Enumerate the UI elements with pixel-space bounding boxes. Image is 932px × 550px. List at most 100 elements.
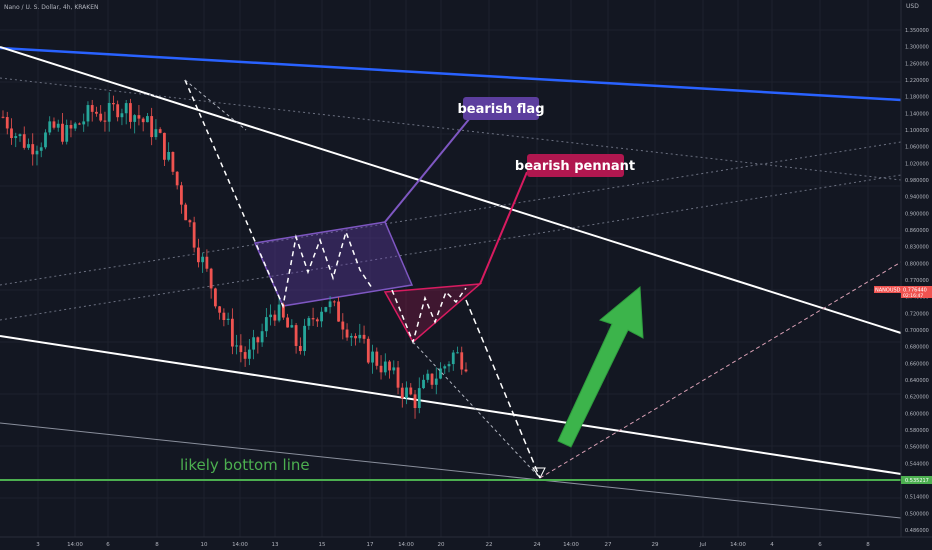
current-symbol-label: NANOUSD [875,288,901,294]
candle-body [252,337,256,350]
projection-drop-path-2 [412,341,541,479]
candle-body [107,102,111,122]
candle-body [48,121,52,133]
candle-body [188,220,192,223]
price-tick-label: 0.560000 [905,445,929,451]
candle-body [307,318,311,326]
price-tick-label: 0.600000 [905,411,929,417]
candle-body [39,147,43,151]
price-tick-label: 1.220000 [905,78,929,84]
candle-body [124,103,128,114]
time-tick-label: 14:00 [232,542,248,548]
candle-body [150,116,154,138]
time-tick-label: 8 [155,542,159,548]
time-tick-label: 14:00 [398,542,414,548]
price-tick-label: 0.580000 [905,428,929,434]
candle-body [167,151,171,160]
candle-body [456,352,459,354]
candle-body [52,121,56,128]
dotted-line-lower [0,174,902,321]
current-price-value: 0.776440 [903,288,927,294]
price-tick-label: 1.060000 [905,145,929,151]
candle-body [14,136,18,139]
price-tick-label: 1.300000 [905,45,929,51]
candle-body [366,338,370,363]
time-tick-label: 14:00 [563,542,579,548]
time-tick-label: 8 [866,542,870,548]
candle-body [137,115,141,119]
candle-body [69,125,73,129]
price-tick-label: 0.860000 [905,228,929,234]
flag-callout-line [384,117,471,223]
pennant-callout-line [479,171,528,285]
candle-body [451,352,455,365]
candlesticks [1,92,468,419]
dotted-line-middle [0,141,902,286]
candle-body [154,129,158,138]
candle-body [171,151,175,172]
candle-body [222,312,226,321]
time-axis[interactable] [0,537,932,550]
candle-body [392,367,396,371]
candle-body [294,325,298,346]
time-tick-label: 6 [818,542,822,548]
lower-grey-line [0,422,902,519]
candle-body [180,185,183,205]
candle-body [400,387,404,399]
time-tick-label: 6 [106,542,110,548]
candle-body [320,311,323,322]
price-tick-label: 0.700000 [905,328,929,334]
candle-body [460,352,464,370]
candle-body [226,318,230,321]
bearish-pennant-callout: bearish pennant [515,154,635,177]
candle-body [213,288,217,307]
price-tick-label: 0.640000 [905,378,929,384]
price-tick-label: 0.544000 [905,461,929,467]
candle-body [163,132,166,160]
price-axis[interactable] [901,0,932,537]
price-tick-label: 0.980000 [905,178,929,184]
candle-body [396,367,400,388]
candle-body [1,116,5,118]
candle-body [44,132,47,148]
candle-body [354,335,357,339]
time-tick-label: 24 [534,542,541,548]
current-price-countdown: 02:16:47 [903,293,923,299]
time-tick-label: 17 [367,542,374,548]
candle-body [192,222,196,248]
candle-body [61,123,64,142]
candle-body [375,351,379,366]
projection-start-path [184,79,247,131]
candle-body [281,304,285,318]
candle-body [184,204,188,221]
price-tick-label: 0.800000 [905,261,929,267]
time-tick-label: 3 [36,542,40,548]
price-tick-label: 0.620000 [905,395,929,401]
price-tick-label: 0.486000 [905,528,929,534]
bearish-flag-callout: bearish flag [458,97,545,120]
candle-body [158,129,162,133]
candle-body [35,150,39,155]
candle-body [388,361,391,371]
candle-body [383,361,387,373]
candle-body [22,134,26,148]
price-tick-label: 0.660000 [905,361,929,367]
projection-target-marker [532,467,546,479]
candle-body [235,345,239,347]
candle-body [247,349,251,359]
candle-body [10,128,13,139]
candle-body [345,329,349,338]
candle-body [358,334,362,339]
time-tick-label: 29 [652,542,659,548]
candle-body [90,105,94,112]
dotted-line-upper [0,77,902,181]
candle-body [18,134,22,137]
candle-body [175,171,179,186]
candle-body [196,247,200,263]
time-ticks: 3 14:00 6 8 10 14:00 13 15 17 14:00 20 22 24 14:00 27 2… [36,542,870,548]
candle-body [230,318,234,347]
candle-body [129,103,132,122]
candle-body [273,314,277,321]
price-tick-label: 1.100000 [905,128,929,134]
